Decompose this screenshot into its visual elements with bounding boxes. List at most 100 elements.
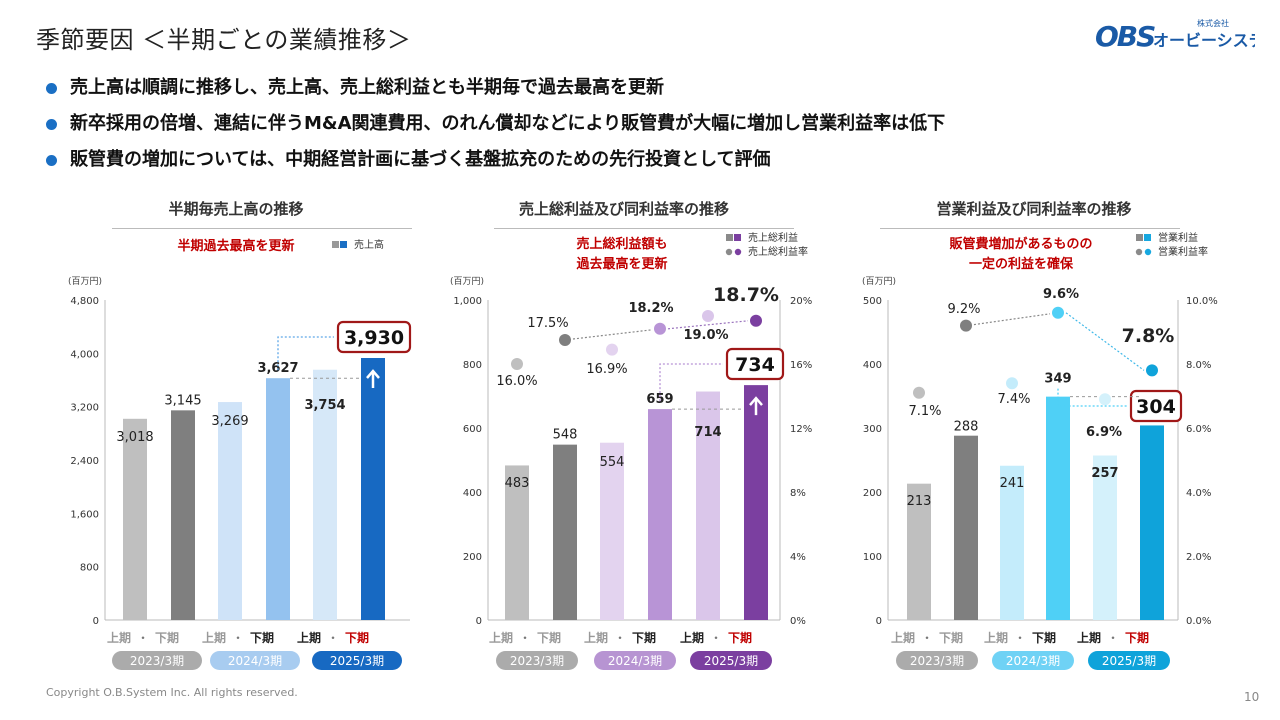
half-label-first: 上期 bbox=[984, 630, 1008, 645]
page-number: 10 bbox=[1244, 690, 1260, 704]
chart-title-operating-profit: 営業利益及び同利益率の推移 bbox=[936, 200, 1132, 218]
y-tick-label: 100 bbox=[863, 552, 882, 563]
y2-tick-label: 10.0% bbox=[1186, 296, 1218, 307]
y2-tick-label: 0% bbox=[790, 616, 806, 627]
half-label-first: 上期 bbox=[891, 630, 915, 645]
y-tick-label: 3,200 bbox=[70, 403, 99, 414]
bar-value-label: 3,018 bbox=[116, 430, 153, 445]
y-tick-label: 500 bbox=[863, 296, 882, 307]
rate-trend-arrow bbox=[1065, 312, 1145, 371]
bar-value-label: 483 bbox=[505, 476, 530, 491]
year-pill bbox=[496, 651, 578, 670]
bar-value-label: 548 bbox=[553, 428, 578, 443]
bullet-item: 売上高は順調に推移し、売上高、売上総利益とも半期毎で過去最高を更新 bbox=[44, 74, 945, 110]
bar-5 bbox=[696, 391, 720, 620]
chart-title-divider bbox=[112, 228, 412, 229]
legend-marker bbox=[1135, 248, 1143, 256]
rate-value-label: 7.4% bbox=[997, 392, 1030, 407]
rate-trend-arrow bbox=[973, 313, 1051, 326]
y-tick-label: 800 bbox=[80, 563, 99, 574]
copyright-footer: Copyright O.B.System Inc. All rights res… bbox=[46, 686, 298, 699]
legend-swatch bbox=[340, 241, 347, 248]
bullet-item: 販管費の増加については、中期経営計画に基づく基盤拡充のための先行投資として評価 bbox=[44, 146, 945, 182]
guide-arrow bbox=[659, 363, 723, 402]
half-label-first: 上期 bbox=[489, 630, 513, 645]
bar-5 bbox=[313, 369, 337, 620]
rate-marker-2 bbox=[559, 334, 571, 346]
chart-callout-text: 半期過去最高を更新 bbox=[177, 238, 294, 254]
y-tick-label: 600 bbox=[463, 424, 482, 435]
bar-value-label: 3,754 bbox=[304, 398, 345, 413]
legend-swatch bbox=[332, 241, 339, 248]
half-label-sep: ・ bbox=[232, 631, 244, 645]
highlight-value-label: 3,930 bbox=[344, 327, 404, 349]
company-logo: OBS 株式会社 オービーシステム bbox=[1095, 18, 1255, 52]
bar-1 bbox=[123, 418, 147, 620]
y-tick-label: 0 bbox=[476, 616, 482, 627]
legend-swatch bbox=[1144, 234, 1151, 241]
bar-3 bbox=[218, 402, 242, 620]
half-label-sep: ・ bbox=[614, 631, 626, 645]
y-tick-label: 400 bbox=[463, 488, 482, 499]
y-tick-label: 0 bbox=[93, 616, 99, 627]
y2-tick-label: 12% bbox=[790, 424, 812, 435]
half-label-sep: ・ bbox=[327, 631, 339, 645]
rate-value-label: 9.6% bbox=[1043, 287, 1079, 302]
y-tick-label: 1,000 bbox=[453, 296, 482, 307]
bullet-text: 販管費の増加については、中期経営計画に基づく基盤拡充のための先行投資として評価 bbox=[70, 149, 771, 170]
half-label-second: 下期 bbox=[345, 630, 369, 645]
guide-arrow bbox=[277, 336, 334, 371]
legend-swatch bbox=[734, 234, 741, 241]
year-pill bbox=[690, 651, 772, 670]
y2-tick-label: 16% bbox=[790, 360, 812, 371]
rate-marker-2 bbox=[960, 319, 972, 332]
bar-2 bbox=[553, 444, 577, 620]
bar-3 bbox=[600, 442, 624, 620]
rate-value-label: 17.5% bbox=[527, 316, 568, 331]
bullet-dot-icon bbox=[46, 119, 57, 130]
year-pill-label: 2025/3期 bbox=[330, 654, 384, 668]
bar-6 bbox=[744, 385, 768, 620]
y-tick-label: 400 bbox=[863, 360, 882, 371]
rate-marker-4 bbox=[654, 322, 666, 335]
y-tick-label: 200 bbox=[463, 552, 482, 563]
y2-tick-label: 4% bbox=[790, 552, 806, 563]
bullet-text: 売上高は順調に推移し、売上高、売上総利益とも半期毎で過去最高を更新 bbox=[70, 77, 664, 98]
logo-mark: OBS bbox=[1095, 20, 1155, 52]
half-label-second: 下期 bbox=[939, 630, 963, 645]
year-pill bbox=[992, 651, 1074, 670]
half-label-first: 上期 bbox=[584, 630, 608, 645]
half-label-first: 上期 bbox=[1077, 630, 1101, 645]
half-label-second: 下期 bbox=[250, 630, 274, 645]
y2-tick-label: 6.0% bbox=[1186, 424, 1211, 435]
y2-tick-label: 4.0% bbox=[1186, 488, 1211, 499]
half-label-sep: ・ bbox=[519, 631, 531, 645]
y-tick-label: 2,400 bbox=[70, 456, 99, 467]
bar-3 bbox=[1000, 465, 1024, 620]
rate-value-label: 6.9% bbox=[1086, 425, 1122, 440]
y-tick-label: 4,800 bbox=[70, 296, 99, 307]
rate-value-label: 16.0% bbox=[496, 374, 537, 389]
chart-callout-text: 販管費増加があるものの bbox=[949, 236, 1092, 252]
half-label-second: 下期 bbox=[537, 630, 561, 645]
bar-1 bbox=[505, 465, 529, 620]
y2-tick-label: 0.0% bbox=[1186, 616, 1211, 627]
half-label-second: 下期 bbox=[1125, 630, 1149, 645]
year-pill-label: 2024/3期 bbox=[608, 654, 662, 668]
half-label-first: 上期 bbox=[107, 630, 131, 645]
year-pill-label: 2024/3期 bbox=[228, 654, 282, 668]
year-pill-label: 2023/3期 bbox=[910, 654, 964, 668]
rate-value-label: 7.8% bbox=[1122, 325, 1175, 347]
bullet-list: 売上高は順調に推移し、売上高、売上総利益とも半期毎で過去最高を更新 新卒採用の倍… bbox=[44, 74, 945, 182]
legend-label: 営業利益率 bbox=[1158, 245, 1208, 258]
year-pill bbox=[594, 651, 676, 670]
bar-5 bbox=[1093, 455, 1117, 620]
legend-marker bbox=[734, 248, 742, 256]
axis-unit-label: (百万円) bbox=[450, 276, 484, 287]
rate-marker-1 bbox=[913, 386, 925, 399]
year-pill bbox=[896, 651, 978, 670]
year-pill-label: 2024/3期 bbox=[1006, 654, 1060, 668]
legend-swatch bbox=[726, 234, 733, 241]
chart-title-divider bbox=[880, 228, 1180, 229]
bar-value-label: 288 bbox=[954, 420, 979, 435]
